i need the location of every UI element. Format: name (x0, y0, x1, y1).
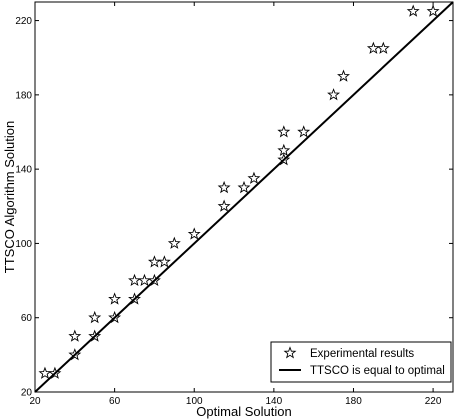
data-point-star (237, 180, 251, 194)
data-point-star (68, 348, 82, 361)
data-point-star (327, 88, 341, 101)
data-point-star (88, 310, 102, 324)
data-point-star (48, 366, 62, 379)
y-tick-label: 140 (15, 165, 32, 176)
data-point-star (297, 125, 311, 138)
x-tick-label: 180 (345, 396, 362, 407)
y-axis-title: TTSCO Algorithm Solution (2, 121, 17, 273)
data-point-star (277, 143, 291, 157)
x-tick-label: 140 (266, 396, 283, 407)
x-axis-title: Optimal Solution (196, 404, 291, 419)
x-tick-label: 100 (186, 396, 203, 407)
y-tick-label: 100 (15, 239, 32, 250)
data-point-star (247, 171, 261, 184)
data-point-star (376, 41, 390, 54)
reference-line (34, 1, 454, 393)
reference-line-layer (34, 1, 454, 393)
data-point-star (277, 153, 291, 166)
data-point-star (88, 329, 102, 342)
x-tick-label: 20 (29, 396, 41, 407)
data-point-star (68, 329, 82, 342)
data-point-star (157, 255, 171, 268)
data-point-star (337, 69, 350, 82)
legend-label-reference: TTSCO is equal to optimal (310, 365, 445, 377)
data-point-star (187, 227, 201, 240)
data-point-star (128, 292, 141, 305)
experimental-results-markers (38, 4, 440, 379)
data-point-star (426, 4, 440, 17)
y-axis-ticks: 20 60 100 140 180 220 (15, 16, 453, 399)
y-tick-label: 20 (21, 388, 33, 399)
data-point-star (217, 180, 231, 194)
legend: Experimental results TTSCO is equal to o… (270, 341, 452, 383)
data-point-star (108, 292, 122, 305)
y-tick-label: 60 (21, 313, 33, 324)
legend-box (270, 341, 452, 383)
y-tick-label: 220 (15, 16, 32, 27)
x-tick-label: 60 (109, 396, 121, 407)
data-point-star (108, 310, 122, 324)
data-point-star (147, 273, 161, 287)
legend-star-marker-slot (283, 346, 297, 359)
data-point-star (277, 125, 291, 138)
x-axis-ticks: 20 60 100 140 180 220 (29, 2, 442, 407)
legend-label-experimental: Experimental results (310, 348, 414, 360)
data-point-star (406, 4, 420, 17)
y-tick-label: 180 (15, 90, 32, 101)
data-point-star (167, 236, 181, 249)
legend-star-icon (283, 346, 297, 359)
x-tick-label: 220 (425, 396, 442, 407)
data-point-star (217, 199, 231, 212)
